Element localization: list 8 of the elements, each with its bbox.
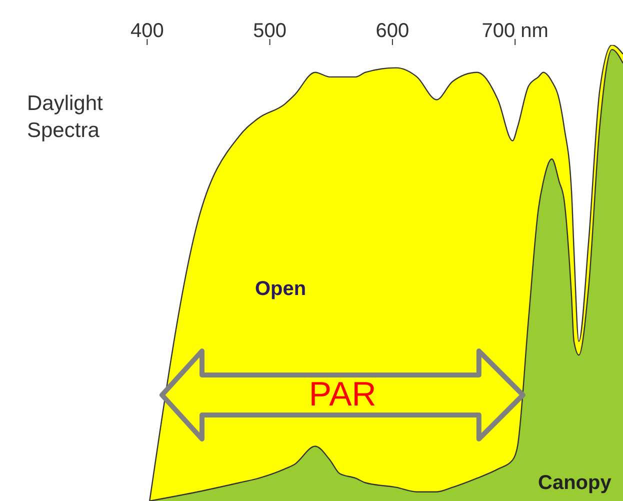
annotation: PAR	[308, 376, 376, 414]
x-tick-label: 700 nm	[482, 20, 548, 42]
series-label: Open	[255, 278, 306, 301]
x-tick-label: 400	[130, 20, 164, 42]
x-tick-label: 600	[376, 20, 410, 42]
series-label: Canopy	[538, 472, 612, 495]
x-tick-label: 500	[253, 20, 286, 42]
text: Daylight Spectra	[27, 91, 104, 144]
